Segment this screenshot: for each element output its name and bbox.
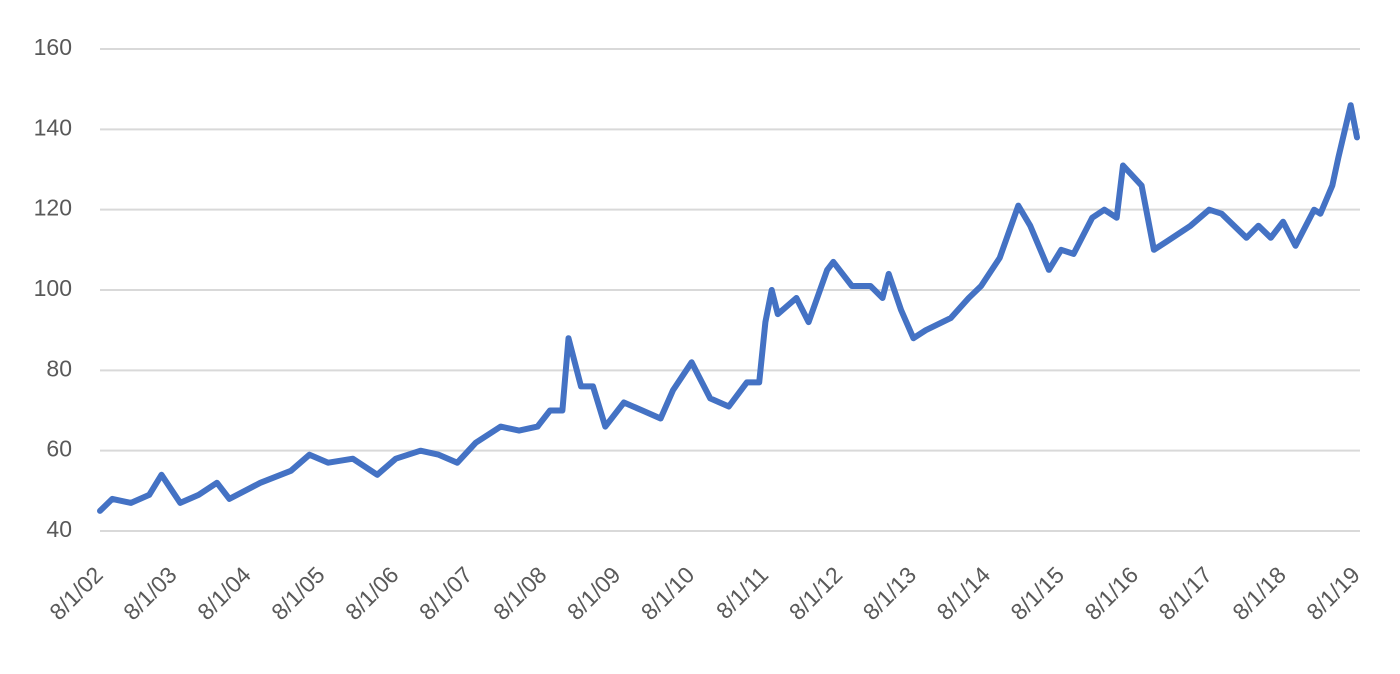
x-tick-label: 8/1/19	[1301, 561, 1365, 625]
y-tick-label: 40	[46, 516, 72, 542]
x-tick-label: 8/1/11	[711, 561, 773, 623]
x-tick-label: 8/1/09	[562, 561, 626, 625]
y-tick-label: 120	[34, 195, 72, 221]
x-tick-label: 8/1/04	[192, 561, 256, 625]
x-tick-label: 8/1/17	[1153, 561, 1217, 625]
y-tick-label: 100	[34, 275, 72, 301]
x-tick-label: 8/1/08	[488, 561, 552, 625]
x-tick-label: 8/1/07	[414, 561, 478, 625]
x-tick-label: 8/1/10	[636, 561, 700, 625]
x-tick-label: 8/1/03	[118, 561, 182, 625]
x-tick-label: 8/1/06	[340, 561, 404, 625]
y-tick-label: 140	[34, 114, 72, 140]
x-tick-label: 8/1/14	[932, 561, 996, 625]
x-tick-label: 8/1/16	[1080, 561, 1144, 625]
x-tick-label: 8/1/05	[266, 561, 330, 625]
y-tick-label: 60	[46, 436, 72, 462]
y-tick-label: 80	[46, 355, 72, 381]
x-tick-label: 8/1/02	[44, 561, 108, 625]
x-tick-label: 8/1/18	[1227, 561, 1291, 625]
x-tick-label: 8/1/15	[1005, 561, 1069, 625]
data-line	[97, 102, 1360, 514]
x-tick-label: 8/1/13	[858, 561, 922, 625]
x-tick-label: 8/1/12	[784, 561, 848, 625]
y-tick-label: 160	[34, 34, 72, 60]
